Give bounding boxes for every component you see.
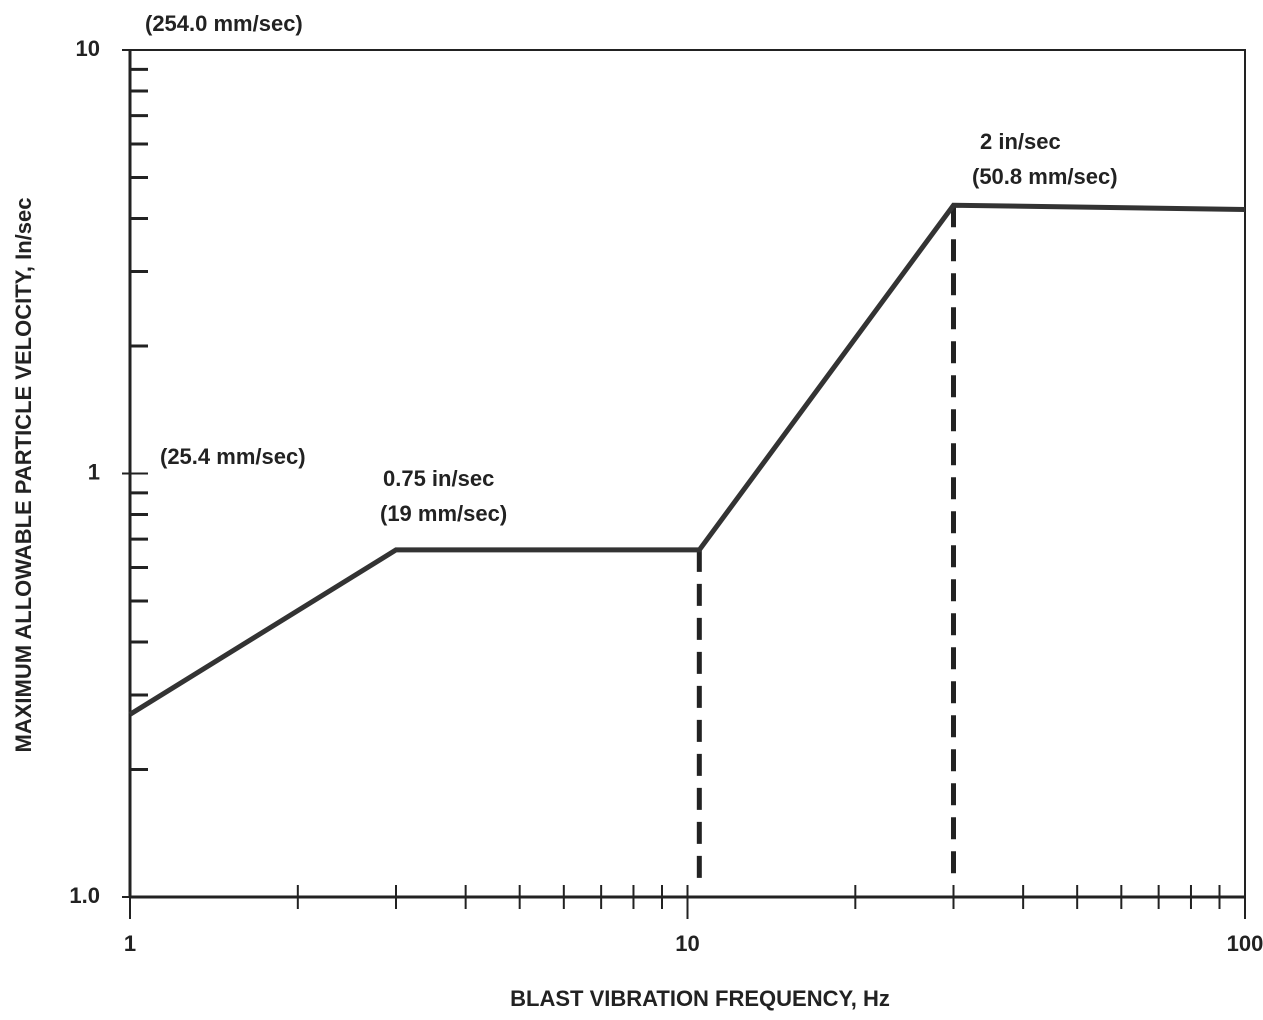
annotation: (19 mm/sec): [380, 501, 507, 526]
annotation: (254.0 mm/sec): [145, 11, 303, 36]
x-tick-label: 10: [675, 931, 699, 956]
y-tick-label: 1: [88, 459, 100, 484]
x-tick-label: 100: [1227, 931, 1263, 956]
annotation: (50.8 mm/sec): [972, 164, 1118, 189]
y-tick-label: 10: [76, 36, 100, 61]
y-axis-title: MAXIMUM ALLOWABLE PARTICLE VELOCITY, In/…: [11, 198, 36, 753]
y-tick-label: 1.0: [69, 883, 100, 908]
annotation: (25.4 mm/sec): [160, 444, 306, 469]
x-tick-label: 1: [124, 931, 136, 956]
data-line: [128, 202, 1246, 717]
x-axis-title: BLAST VIBRATION FREQUENCY, Hz: [510, 986, 890, 1011]
annotation: 2 in/sec: [980, 129, 1061, 154]
annotation: 0.75 in/sec: [383, 466, 494, 491]
